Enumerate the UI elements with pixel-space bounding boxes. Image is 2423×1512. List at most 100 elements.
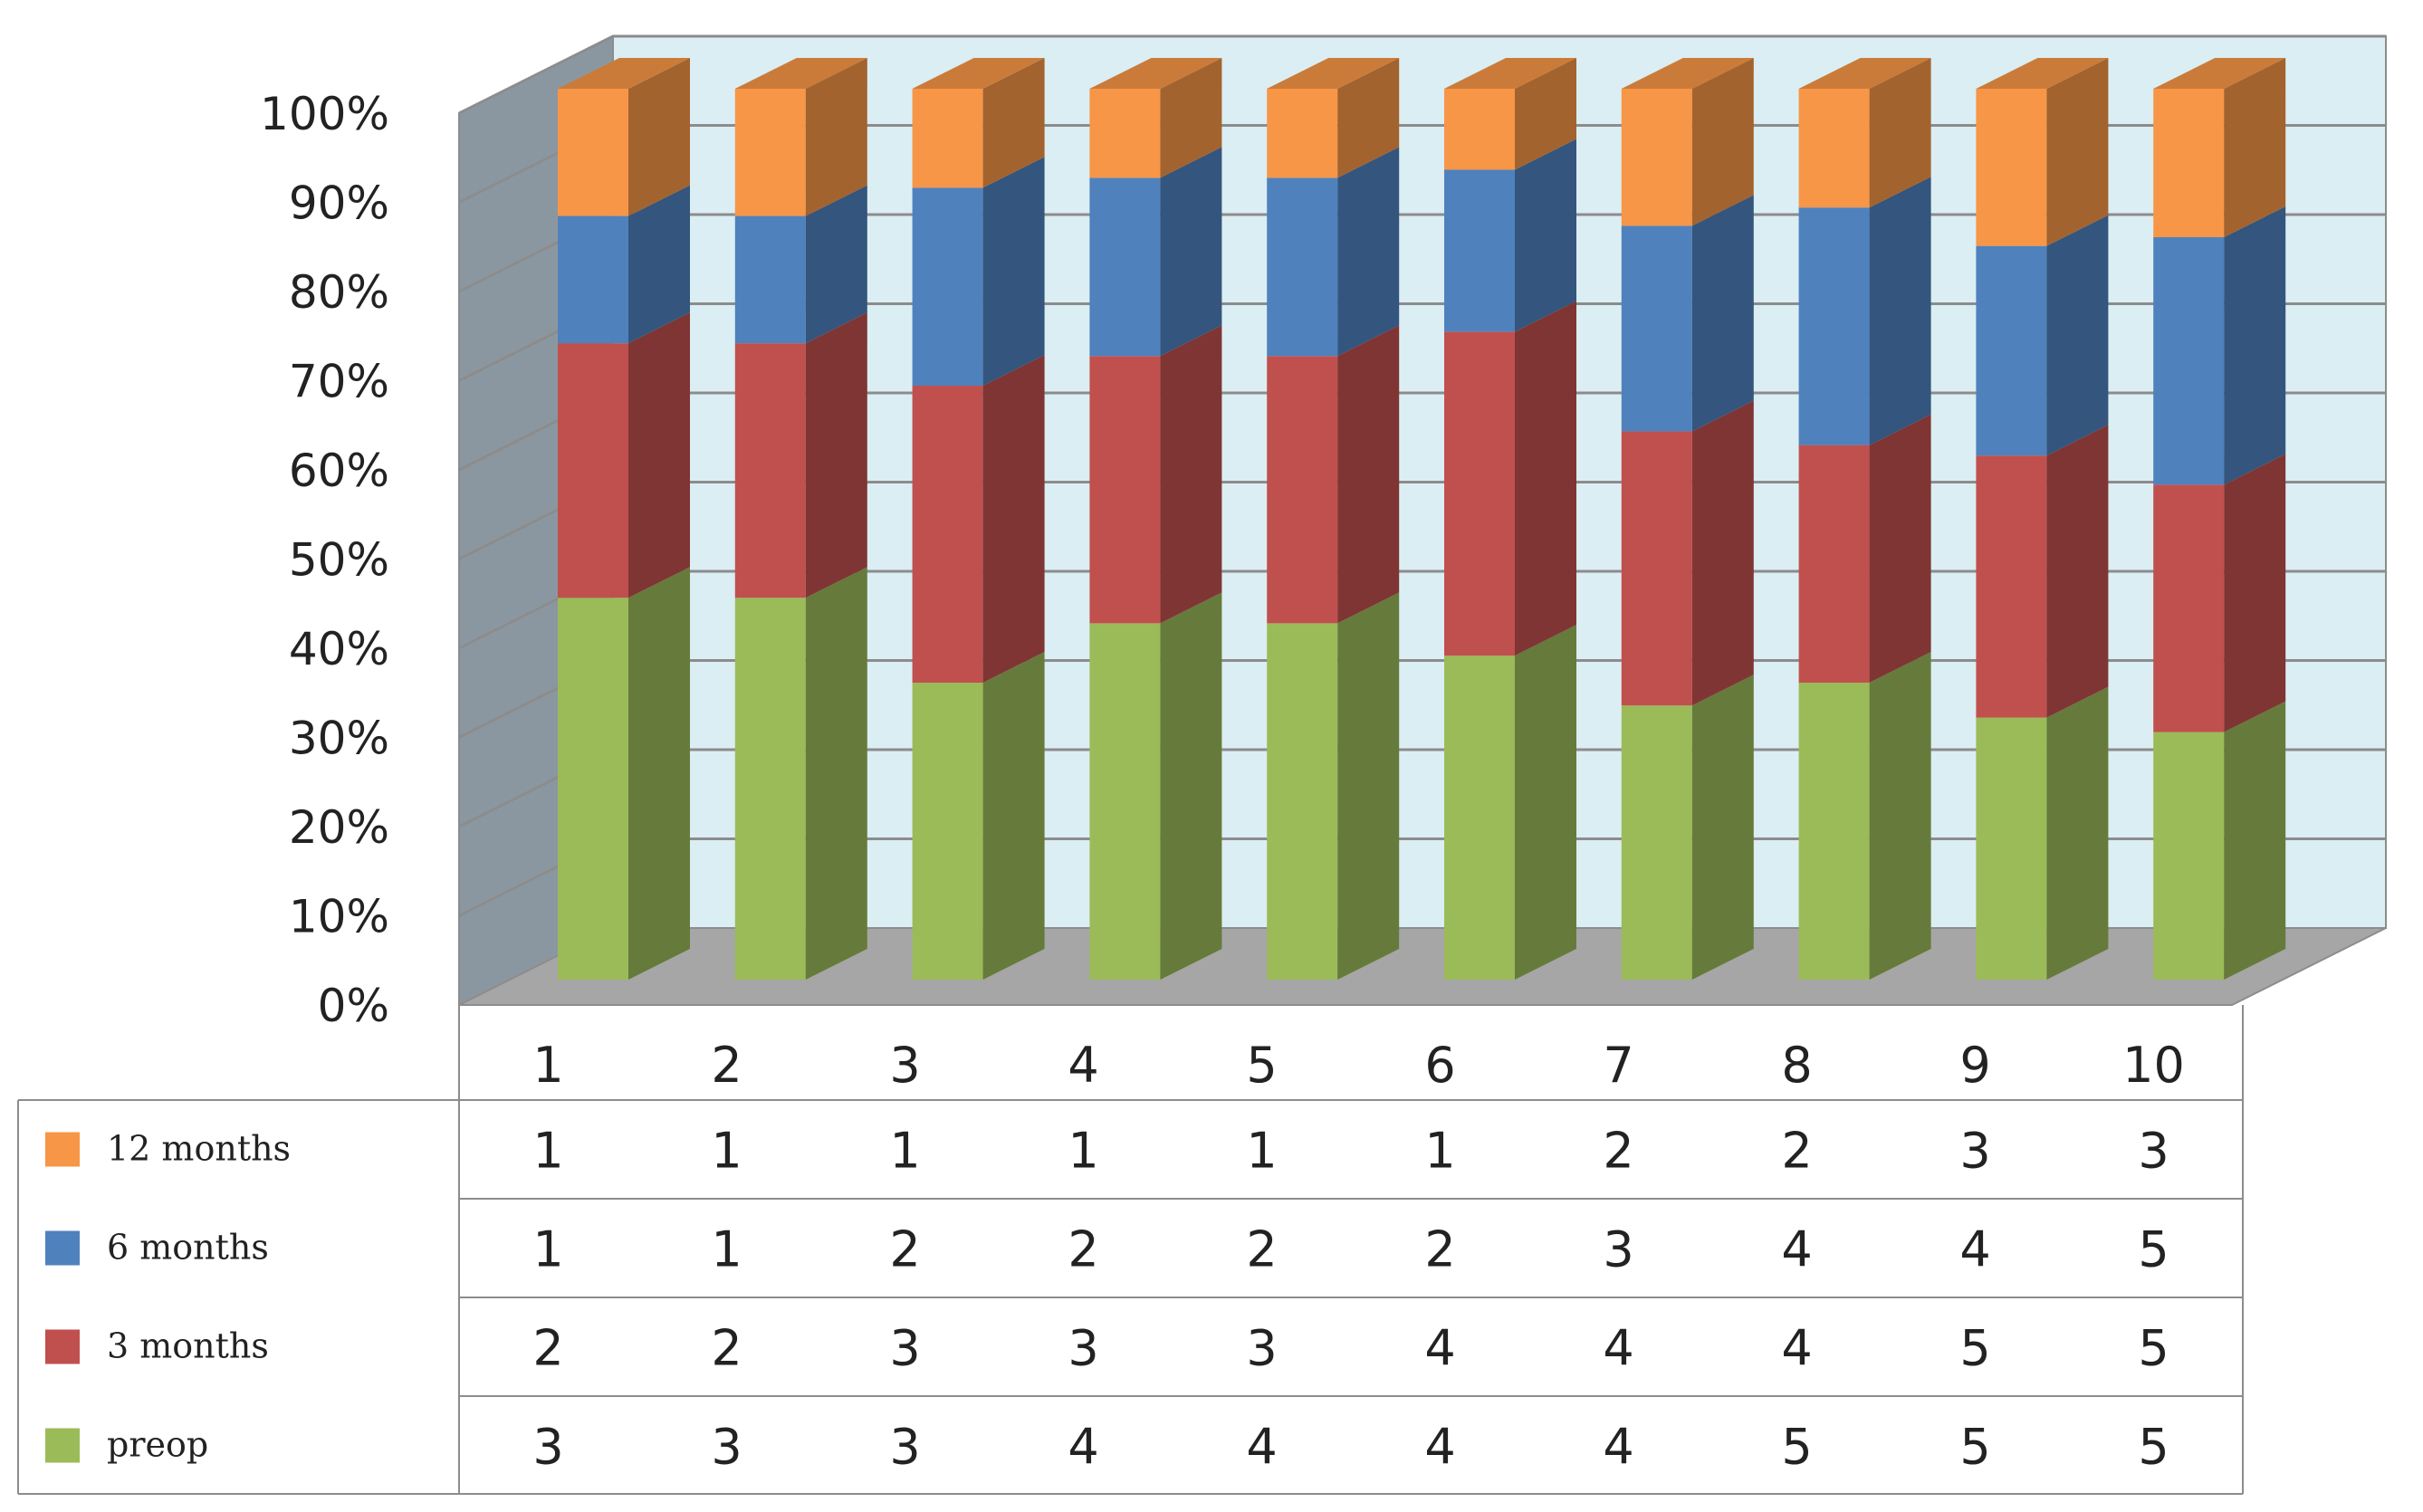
bar-front xyxy=(2153,484,2225,732)
bar-segment xyxy=(1621,58,1754,226)
bar-front xyxy=(1267,89,1338,178)
bar-side xyxy=(1160,147,1222,357)
x-category-label: 8 xyxy=(1781,1037,1812,1094)
bar-segment xyxy=(734,185,867,344)
legend-label: 12 months xyxy=(107,1129,291,1169)
bar-segment xyxy=(1798,652,1931,980)
bar-front xyxy=(1444,656,1515,980)
bar-front xyxy=(1089,89,1161,178)
table-cell: 3 xyxy=(1246,1320,1277,1377)
bar-front xyxy=(1444,331,1515,656)
bar-segment xyxy=(912,157,1045,386)
bar-front xyxy=(1267,177,1338,357)
bar-front xyxy=(1976,717,2047,980)
bar-top xyxy=(2153,58,2286,89)
table-cell: 5 xyxy=(2138,1320,2169,1377)
bar-segment xyxy=(1976,58,2109,246)
bar-side xyxy=(2224,454,2286,732)
table-cell: 2 xyxy=(1246,1221,1277,1278)
bar-side xyxy=(1337,592,1400,980)
bar-segment xyxy=(734,312,867,598)
table-cell: 2 xyxy=(1424,1221,1455,1278)
bar-segment xyxy=(558,185,690,344)
x-category-label: 5 xyxy=(1246,1037,1277,1094)
bar-segment xyxy=(1267,147,1400,357)
bar-front xyxy=(1621,431,1692,706)
table-cell: 4 xyxy=(1424,1320,1455,1377)
bar-top xyxy=(1976,58,2109,89)
y-tick-label: 100% xyxy=(260,88,389,140)
bar-front xyxy=(912,683,983,980)
table-cell: 2 xyxy=(1603,1123,1633,1180)
bar-segment xyxy=(912,652,1045,980)
bar-segment xyxy=(2153,58,2286,237)
bar-front xyxy=(558,343,628,598)
bar-segment xyxy=(1089,58,1222,178)
table-cell: 4 xyxy=(1603,1320,1633,1377)
bar-segment xyxy=(1089,147,1222,357)
bar-top xyxy=(734,58,867,89)
bar-front xyxy=(558,89,628,216)
bar-side xyxy=(1691,58,1754,226)
table-cell: 2 xyxy=(1781,1123,1812,1180)
table-cell: 4 xyxy=(1959,1221,1990,1278)
legend-swatch xyxy=(45,1428,80,1463)
bar-segment xyxy=(912,355,1045,683)
bar-segment xyxy=(1444,58,1576,170)
table-cell: 1 xyxy=(532,1123,563,1180)
x-category-label: 6 xyxy=(1424,1037,1455,1094)
legend-label: 6 months xyxy=(107,1228,269,1268)
table-cell: 5 xyxy=(2138,1419,2169,1476)
table-cell: 4 xyxy=(1781,1320,1812,1377)
bar-side xyxy=(805,312,867,598)
data-table: 1 2 3 4 5 6 7 8 9 10 12 months 1 1 1 1 1 1 2 2 3 3 6 months 1 1… xyxy=(17,1005,2244,1495)
bar-segment xyxy=(2153,206,2286,485)
table-cell: 1 xyxy=(1068,1123,1098,1180)
legend-label: preop xyxy=(107,1425,208,1465)
bar-front xyxy=(1976,89,2047,246)
bar-side xyxy=(982,58,1045,188)
bar-segment xyxy=(1621,675,1754,980)
bar-side xyxy=(982,355,1045,683)
bar-front xyxy=(734,89,806,216)
bar-side xyxy=(2046,686,2109,980)
x-category-label: 3 xyxy=(889,1037,920,1094)
bar-front xyxy=(1444,89,1515,170)
bar-front xyxy=(912,386,983,683)
x-category-label: 9 xyxy=(1959,1037,1990,1094)
x-category-label: 2 xyxy=(711,1037,742,1094)
bar-side xyxy=(1515,139,1576,332)
bar-side xyxy=(805,58,867,216)
bar-side xyxy=(1869,414,1931,683)
bar-segment xyxy=(558,312,690,598)
bar-segment xyxy=(734,58,867,216)
bar-front xyxy=(1089,623,1161,980)
legend-swatch xyxy=(45,1132,80,1167)
legend-label: 3 months xyxy=(107,1326,269,1366)
table-cell: 3 xyxy=(1068,1320,1098,1377)
y-tick-label: 10% xyxy=(289,891,389,943)
bar-side xyxy=(1160,58,1222,178)
bar-side xyxy=(1337,325,1400,624)
bar-top xyxy=(912,58,1045,89)
bar-side xyxy=(1869,652,1931,980)
table-cell: 3 xyxy=(889,1419,920,1476)
bar-front xyxy=(1444,169,1515,332)
legend-swatch xyxy=(45,1230,80,1266)
bar-segment xyxy=(1976,425,2109,718)
table-cell: 3 xyxy=(2138,1123,2169,1180)
table-cell: 5 xyxy=(1959,1419,1990,1476)
table-cell: 1 xyxy=(532,1221,563,1278)
x-category-label: 1 xyxy=(532,1037,563,1094)
bar-side xyxy=(1869,177,1931,445)
table-cell: 4 xyxy=(1246,1419,1277,1476)
bar-front xyxy=(1798,445,1870,683)
bar-side xyxy=(2046,425,2109,718)
table-cell: 1 xyxy=(711,1123,742,1180)
table-cell: 4 xyxy=(1068,1419,1098,1476)
bar-segment xyxy=(1798,58,1931,208)
bar-segment xyxy=(2153,454,2286,732)
table-cell: 3 xyxy=(532,1419,563,1476)
bar-side xyxy=(628,312,690,598)
